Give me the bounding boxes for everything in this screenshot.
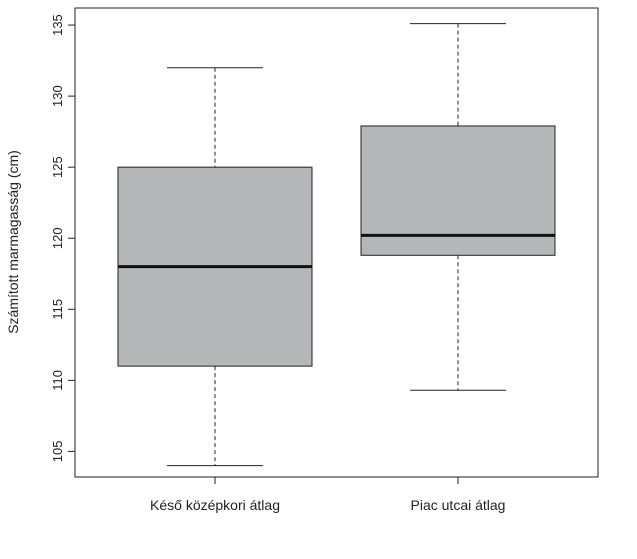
y-tick-label: 115 <box>50 299 65 320</box>
x-axis: Késő középkori átlag Piac utcai átlag <box>150 477 505 513</box>
box-1 <box>117 67 313 467</box>
y-tick-label: 110 <box>50 370 65 391</box>
box-2 <box>360 23 556 391</box>
y-tick-label: 105 <box>50 441 65 463</box>
y-tick-label: 135 <box>50 14 65 36</box>
y-axis: 105 110 115 120 125 130 135 <box>50 14 75 462</box>
y-axis-title: Számított marmagasság (cm) <box>5 150 21 334</box>
x-category-label: Piac utcai átlag <box>411 497 506 513</box>
iqr-box <box>360 125 556 256</box>
boxes-layer <box>117 23 556 467</box>
y-tick-label: 120 <box>50 227 65 249</box>
plot-frame <box>74 7 599 478</box>
y-tick-label: 125 <box>50 156 65 178</box>
y-tick-label: 130 <box>50 85 65 107</box>
x-category-label: Késő középkori átlag <box>150 497 280 513</box>
